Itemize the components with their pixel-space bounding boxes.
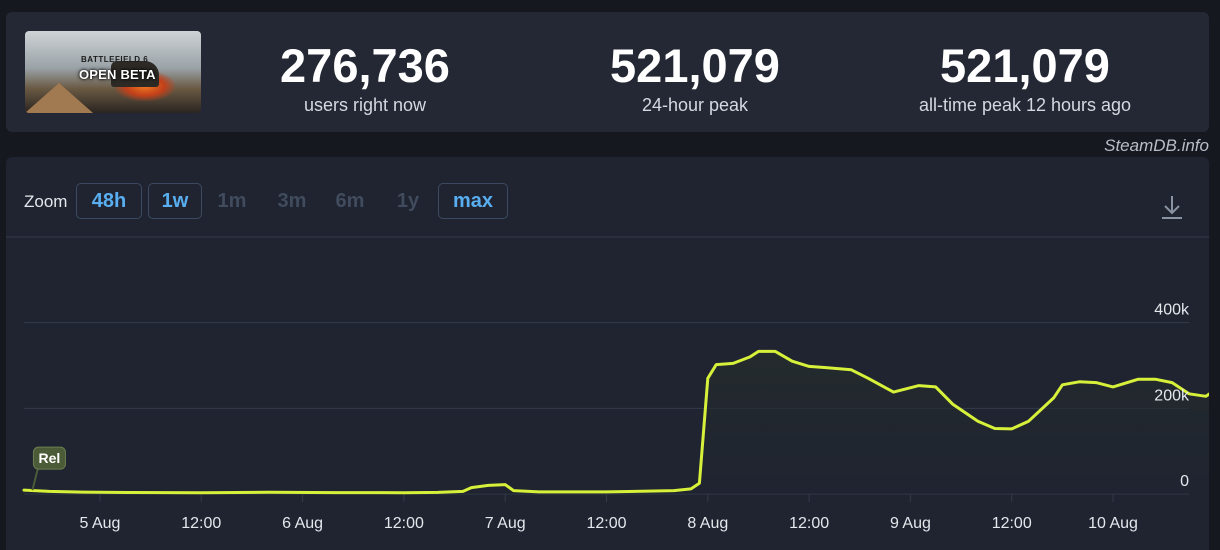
release-marker-line <box>31 465 40 491</box>
series-area <box>24 351 1209 494</box>
x-tick-label: 8 Aug <box>687 515 728 532</box>
stat-value: 521,079 <box>940 39 1110 92</box>
thumbnail-vehicle <box>111 61 159 87</box>
zoom-max-button[interactable]: max <box>438 183 508 219</box>
stat-value: 276,736 <box>280 39 450 92</box>
y-tick-label: 400k <box>1154 302 1190 319</box>
stat-label: users right now <box>303 95 427 115</box>
stat-label: 24-hour peak <box>641 95 749 115</box>
stat-label: all-time peak 12 hours ago <box>918 95 1132 115</box>
stat-value: 521,079 <box>610 39 780 92</box>
y-tick-label: 200k <box>1154 387 1190 404</box>
x-tick-label: 6 Aug <box>282 515 323 532</box>
release-annotation[interactable]: Rel <box>31 446 66 491</box>
zoom-1y-button: 1y <box>396 189 420 212</box>
x-tick-label: 12:00 <box>789 515 829 532</box>
x-tick-label: 10 Aug <box>1088 515 1138 532</box>
release-badge-label: Rel <box>39 450 61 466</box>
x-tick-label: 5 Aug <box>80 515 121 532</box>
zoom-3m-button: 3m <box>277 189 307 212</box>
stat-24h-peak: 521,079 24-hour peak <box>565 42 825 116</box>
zoom-48h-button[interactable]: 48h <box>76 183 142 219</box>
stat-current-users: 276,736 users right now <box>235 42 495 116</box>
x-tick-label: 12:00 <box>586 515 626 532</box>
x-tick-label: 12:00 <box>992 515 1032 532</box>
series-line <box>22 349 1209 495</box>
steamdb-watermark[interactable]: SteamDB.info <box>1104 136 1209 155</box>
zoom-label: Zoom <box>24 192 68 211</box>
zoom-1m-button: 1m <box>217 189 247 212</box>
zoom-6m-button: 6m <box>335 189 365 212</box>
stat-all-time-peak: 521,079 all-time peak 12 hours ago <box>895 42 1155 116</box>
stats-card: BATTLEFIELD 6 OPEN BETA 276,736 users ri… <box>6 12 1209 132</box>
x-tick-label: 12:00 <box>384 515 424 532</box>
zoom-1w-button[interactable]: 1w <box>148 183 202 219</box>
x-tick-label: 12:00 <box>181 515 221 532</box>
release-badge[interactable] <box>32 446 66 470</box>
game-thumbnail[interactable]: BATTLEFIELD 6 OPEN BETA <box>25 31 201 113</box>
thumbnail-title-small: BATTLEFIELD 6 <box>81 55 149 64</box>
player-count-chart: 0 200k 400k 5 Aug 12:00 6 Aug 12:00 7 Aug 12:00 8… <box>6 236 1209 532</box>
y-tick-label: 0 <box>1180 473 1189 490</box>
x-tick-label: 9 Aug <box>890 515 931 532</box>
thumbnail-pyramid <box>25 83 93 113</box>
x-tick-label: 7 Aug <box>485 515 526 532</box>
thumbnail-title: OPEN BETA <box>79 67 156 82</box>
download-icon[interactable] <box>1160 193 1184 221</box>
